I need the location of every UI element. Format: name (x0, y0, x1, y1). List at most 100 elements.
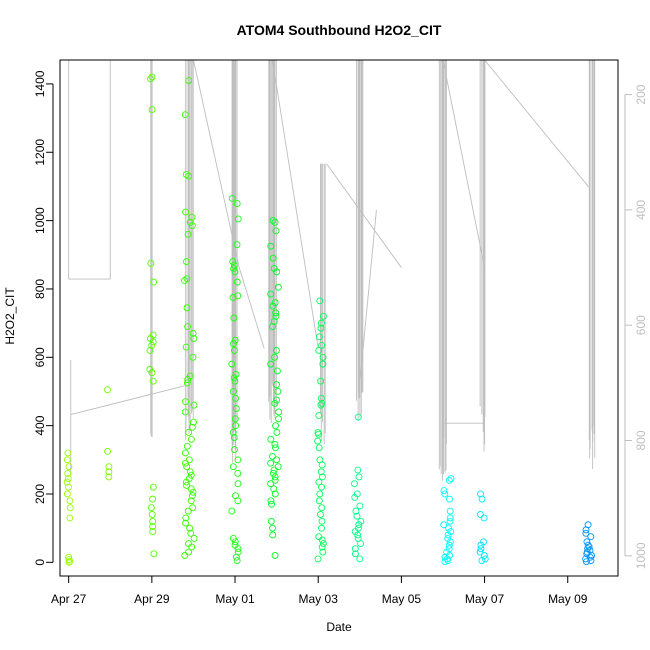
data-point (66, 514, 74, 522)
data-point (185, 456, 193, 464)
data-point (182, 449, 189, 457)
data-point (149, 495, 157, 503)
data-point (273, 381, 280, 389)
data-point (63, 478, 71, 486)
data-points-layer (63, 73, 596, 566)
data-point (271, 473, 279, 481)
data-point (317, 319, 325, 327)
data-point (234, 470, 242, 477)
data-point (351, 545, 359, 553)
data-point (184, 507, 192, 515)
data-point (230, 314, 238, 322)
data-point (317, 401, 325, 409)
data-point (231, 446, 238, 454)
data-point (315, 533, 323, 541)
data-point (353, 512, 361, 520)
data-point (481, 555, 489, 563)
data-point (148, 511, 156, 518)
data-point (66, 557, 74, 565)
data-point (272, 422, 279, 430)
x-tick-label: Apr 27 (51, 592, 87, 606)
data-point (234, 497, 242, 505)
data-point (188, 222, 196, 230)
data-point (275, 283, 282, 291)
data-point (478, 495, 486, 503)
data-point (181, 408, 189, 416)
data-point (315, 430, 322, 438)
data-point (271, 399, 279, 407)
data-point (271, 299, 279, 307)
data-point (269, 531, 277, 539)
data-point (184, 376, 192, 383)
data-point (188, 423, 196, 431)
data-point (267, 517, 275, 525)
data-point (147, 504, 155, 512)
plot-frame (59, 59, 619, 577)
data-point (233, 557, 241, 565)
data-point (350, 480, 358, 488)
data-point (233, 200, 241, 207)
data-point (184, 323, 192, 330)
data-point (150, 278, 158, 286)
y-tick-label: 0 (33, 559, 47, 566)
data-point (440, 521, 448, 529)
data-point (64, 475, 72, 483)
data-point (446, 495, 453, 503)
data-point (315, 411, 323, 419)
data-point (582, 526, 590, 534)
data-point (149, 377, 157, 385)
data-point (318, 341, 326, 349)
data-point (446, 514, 454, 522)
data-point (318, 536, 326, 544)
data-point (231, 538, 239, 546)
data-point (105, 468, 113, 476)
y-tick-label: 1400 (33, 70, 47, 97)
data-point (446, 507, 454, 515)
data-point (190, 401, 198, 409)
data-point (357, 540, 365, 547)
data-point (104, 447, 112, 455)
data-point (267, 497, 275, 505)
data-point (477, 541, 485, 549)
data-point (147, 75, 154, 83)
data-point (446, 538, 454, 546)
data-point (355, 473, 363, 481)
data-point (189, 488, 197, 496)
data-point (148, 369, 156, 377)
data-point (229, 388, 237, 395)
data-point (181, 276, 188, 284)
data-point (147, 259, 155, 267)
data-point (190, 534, 198, 542)
data-point (228, 194, 236, 202)
altitude-segment (359, 209, 377, 383)
data-point (146, 365, 154, 373)
data-point (65, 463, 73, 471)
data-point (234, 215, 242, 223)
data-point (445, 541, 453, 549)
data-point (229, 534, 237, 542)
data-point (317, 377, 325, 385)
data-point (146, 347, 154, 354)
data-point (351, 550, 359, 558)
data-point (273, 367, 281, 375)
data-point (477, 545, 485, 553)
y-tick-label: 600 (33, 347, 47, 367)
data-point (269, 217, 277, 225)
data-point (480, 514, 488, 522)
data-point (229, 463, 237, 471)
data-point (185, 540, 192, 547)
data-point (315, 333, 323, 341)
data-point (444, 531, 452, 539)
data-point (272, 444, 279, 452)
data-point (267, 290, 275, 298)
data-point (269, 524, 276, 532)
data-point (273, 268, 281, 276)
data-point (318, 517, 326, 525)
data-point (275, 415, 283, 423)
data-point (182, 459, 189, 467)
data-point (189, 353, 197, 361)
data-point (318, 524, 325, 532)
data-point (441, 490, 449, 498)
data-point (478, 557, 486, 565)
data-point (234, 480, 242, 488)
